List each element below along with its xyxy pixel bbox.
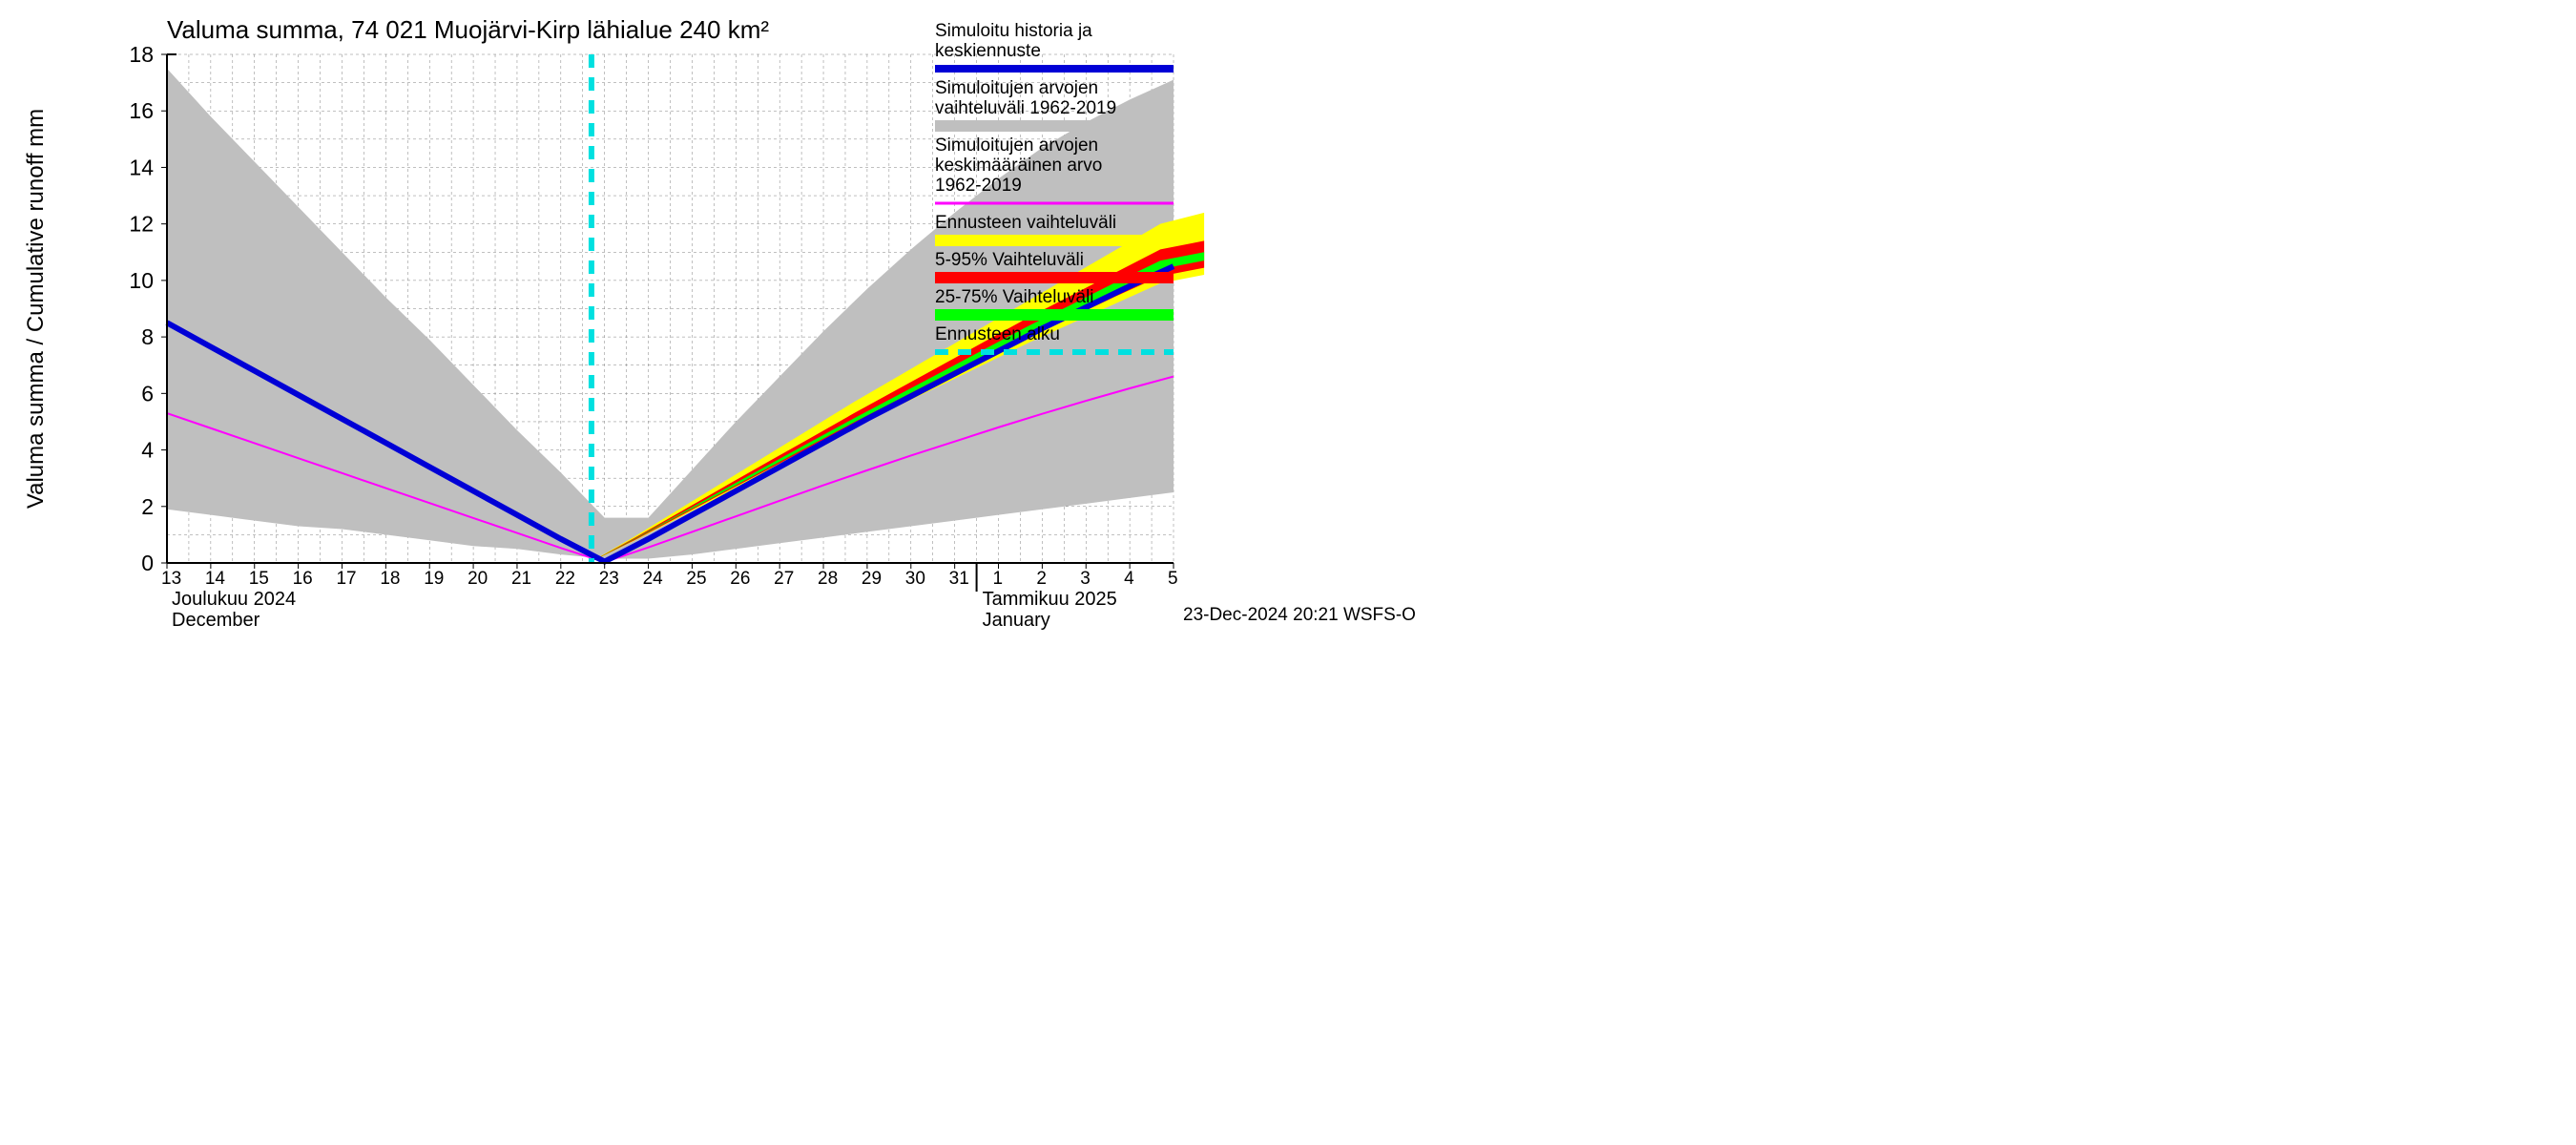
y-tick-label: 2 — [141, 494, 154, 519]
x-tick-label: 24 — [643, 569, 664, 589]
x-tick-label: 2 — [1036, 569, 1047, 589]
legend-label: vaihteluväli 1962-2019 — [935, 98, 1116, 118]
x-tick-label: 3 — [1080, 569, 1091, 589]
y-tick-label: 14 — [129, 155, 154, 179]
x-tick-label: 22 — [555, 569, 575, 589]
x-tick-label: 5 — [1168, 569, 1178, 589]
x-tick-label: 23 — [599, 569, 619, 589]
x-tick-label: 4 — [1124, 569, 1134, 589]
chart-svg: 1314151617181920212223242526272829303112… — [0, 0, 1431, 636]
y-tick-label: 8 — [141, 324, 154, 349]
legend-label: Ennusteen vaihteluväli — [935, 213, 1116, 233]
chart-title: Valuma summa, 74 021 Muojärvi-Kirp lähia… — [167, 15, 769, 44]
y-tick-label: 0 — [141, 551, 154, 575]
legend-label: Simuloitujen arvojen — [935, 78, 1098, 98]
legend-label: 1962-2019 — [935, 176, 1022, 196]
x-tick-label: 21 — [511, 569, 531, 589]
x-tick-label: 29 — [862, 569, 882, 589]
x-tick-label: 1 — [993, 569, 1004, 589]
legend-label: 25-75% Vaihteluväli — [935, 287, 1094, 307]
legend-label: keskimääräinen arvo — [935, 156, 1102, 176]
y-tick-label: 10 — [129, 268, 154, 293]
chart-container: 1314151617181920212223242526272829303112… — [0, 0, 1431, 636]
legend-label: 5-95% Vaihteluväli — [935, 250, 1084, 270]
month-label-right-fi: Tammikuu 2025 — [983, 589, 1117, 610]
x-tick-label: 20 — [467, 569, 488, 589]
x-tick-label: 16 — [293, 569, 313, 589]
y-tick-label: 12 — [129, 212, 154, 237]
legend-label: Ennusteen alku — [935, 324, 1060, 344]
x-tick-label: 26 — [730, 569, 750, 589]
x-tick-label: 27 — [774, 569, 794, 589]
x-tick-label: 18 — [380, 569, 400, 589]
month-label-right-en: January — [983, 610, 1050, 631]
x-tick-label: 15 — [249, 569, 269, 589]
x-tick-label: 17 — [336, 569, 356, 589]
x-tick-label: 28 — [818, 569, 838, 589]
y-axis-label: Valuma summa / Cumulative runoff mm — [23, 109, 49, 509]
x-tick-label: 25 — [686, 569, 706, 589]
y-tick-label: 18 — [129, 42, 154, 67]
legend-label: keskiennuste — [935, 41, 1041, 61]
month-label-left-fi: Joulukuu 2024 — [172, 589, 296, 610]
y-tick-label: 16 — [129, 98, 154, 123]
x-tick-label: 31 — [949, 569, 969, 589]
month-label-left-en: December — [172, 610, 260, 631]
x-tick-label: 30 — [905, 569, 925, 589]
y-tick-label: 4 — [141, 438, 154, 463]
legend-label: Simuloitu historia ja — [935, 21, 1092, 41]
x-tick-label: 14 — [205, 569, 226, 589]
x-tick-label: 13 — [161, 569, 181, 589]
footer-timestamp: 23-Dec-2024 20:21 WSFS-O — [1183, 605, 1416, 625]
legend-label: Simuloitujen arvojen — [935, 135, 1098, 156]
y-tick-label: 6 — [141, 381, 154, 406]
x-tick-label: 19 — [424, 569, 444, 589]
